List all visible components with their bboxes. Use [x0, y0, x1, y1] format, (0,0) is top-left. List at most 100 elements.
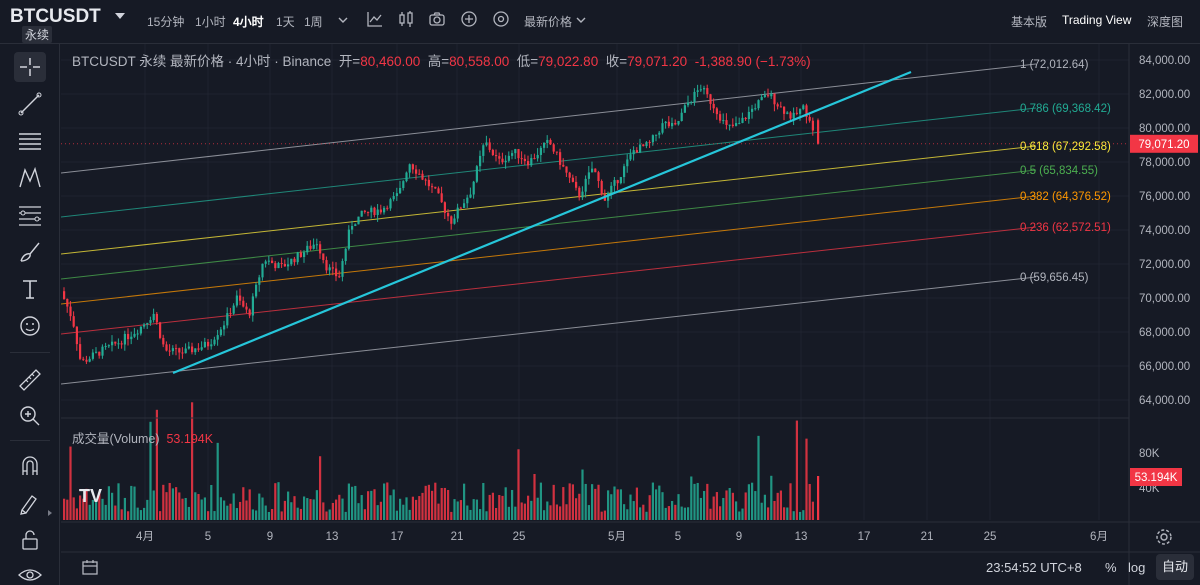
- current-price-label: 79,071.20: [1138, 139, 1189, 151]
- candle-body: [741, 117, 744, 123]
- clock[interactable]: 23:54:52 UTC+8: [986, 560, 1082, 575]
- ruler-icon[interactable]: [14, 364, 46, 394]
- fib-tool-icon[interactable]: [14, 200, 46, 230]
- candle-body: [322, 253, 325, 261]
- trendline-tool-icon[interactable]: [14, 89, 46, 119]
- volume-bar: [539, 482, 542, 520]
- candle-body: [405, 172, 408, 182]
- date-range-icon[interactable]: [80, 557, 100, 577]
- chart-area[interactable]: 1 (72,012.64) 0.786 (69,368.42) 0.618 (67,…: [60, 44, 1200, 585]
- volume-bar: [511, 489, 514, 520]
- volume-bar: [82, 498, 85, 520]
- time-tick: 4月: [136, 531, 154, 543]
- candle-body: [271, 260, 274, 264]
- time-tick: 13: [326, 531, 339, 543]
- mode-depth[interactable]: 深度图: [1147, 15, 1184, 29]
- candle-body: [661, 123, 664, 133]
- percent-toggle[interactable]: %: [1105, 560, 1117, 575]
- text-tool-icon[interactable]: [14, 274, 46, 304]
- price-type-select[interactable]: 最新价格: [524, 15, 573, 29]
- magnet-icon[interactable]: [14, 451, 46, 481]
- candle-body: [226, 313, 229, 326]
- chart-canvas[interactable]: 1 (72,012.64) 0.786 (69,368.42) 0.618 (67,…: [60, 44, 1200, 585]
- crosshair-icon[interactable]: [14, 52, 46, 82]
- volume-bar: [485, 511, 488, 520]
- candle-body: [293, 258, 296, 263]
- candle-body: [693, 91, 696, 103]
- candle-body: [133, 333, 136, 337]
- candle-body: [239, 295, 242, 301]
- candle-body: [383, 207, 386, 213]
- volume-legend: 成交量(Volume) 53.194K: [72, 428, 213, 447]
- candle-body: [187, 346, 190, 349]
- candle-body: [274, 263, 277, 269]
- volume-bar: [738, 511, 741, 520]
- volume-bar: [549, 505, 552, 520]
- price-tick: 66,000.00: [1139, 361, 1190, 373]
- zoom-in-icon[interactable]: [14, 401, 46, 431]
- volume-bar: [587, 505, 590, 520]
- add-icon[interactable]: [460, 10, 478, 28]
- volume-bar: [421, 492, 424, 520]
- timeframe-1h[interactable]: 1小时: [195, 15, 226, 29]
- timeframe-1w[interactable]: 1周: [304, 15, 323, 29]
- chart-type-icon[interactable]: [366, 10, 384, 28]
- chart-settings-icon[interactable]: [1154, 527, 1174, 547]
- timeframe-1d[interactable]: 1天: [276, 15, 295, 29]
- brush-icon[interactable]: [14, 237, 46, 267]
- volume-bar: [117, 483, 120, 520]
- mode-basic[interactable]: 基本版: [1011, 15, 1048, 29]
- volume-bar: [690, 476, 693, 520]
- volume-bar: [607, 490, 610, 520]
- fib-channel[interactable]: 1 (72,012.64) 0.786 (69,368.42) 0.618 (67,…: [60, 59, 1111, 385]
- volume-bar: [347, 483, 350, 520]
- candle-body: [376, 209, 379, 216]
- candle-body: [805, 105, 808, 117]
- settings-icon[interactable]: [492, 10, 510, 28]
- pattern-tool-icon[interactable]: [14, 163, 46, 193]
- candle-body: [175, 348, 178, 350]
- symbol-name[interactable]: BTCUSDT: [10, 6, 101, 27]
- volume-bar: [232, 493, 235, 520]
- volume-bar: [107, 486, 110, 520]
- emoji-icon[interactable]: [14, 311, 46, 341]
- volume-bar: [290, 502, 293, 520]
- fib-level-label: 0.786 (69,368.42): [1020, 103, 1111, 115]
- volume-bar: [143, 507, 146, 520]
- horizontal-lines-icon[interactable]: [14, 126, 46, 156]
- symbol-dropdown-icon[interactable]: [115, 13, 125, 19]
- volume-bar: [543, 510, 546, 520]
- volume-bar: [363, 509, 366, 520]
- draw-mode-expand-icon[interactable]: [48, 510, 52, 516]
- price-tick: 82,000.00: [1139, 89, 1190, 101]
- timeframe-4h[interactable]: 4小时: [233, 15, 264, 29]
- candle-body: [280, 263, 283, 265]
- timeframe-dropdown-icon[interactable]: [337, 13, 349, 25]
- candle-body: [706, 88, 709, 95]
- auto-scale-button[interactable]: 自动: [1156, 554, 1194, 580]
- volume-bar: [408, 509, 411, 520]
- log-toggle[interactable]: log: [1128, 560, 1146, 575]
- camera-icon[interactable]: [428, 10, 446, 28]
- timeframe-15m[interactable]: 15分钟: [147, 15, 185, 29]
- visibility-icon[interactable]: [14, 560, 46, 585]
- draw-mode-icon[interactable]: [14, 488, 46, 518]
- candle-body: [475, 166, 478, 182]
- mode-tradingview[interactable]: Trading View: [1062, 13, 1132, 27]
- volume-bar: [184, 497, 187, 520]
- candle-body: [331, 267, 334, 269]
- volume-bar: [178, 492, 181, 520]
- legend-high: 80,558.00: [449, 54, 510, 69]
- fib-level-label: 1 (72,012.64): [1020, 59, 1089, 71]
- price-type-dropdown-icon[interactable]: [575, 13, 587, 25]
- volume-bar: [357, 503, 360, 520]
- candle-body: [751, 108, 754, 112]
- volume-bar: [287, 491, 290, 520]
- lock-icon[interactable]: [14, 525, 46, 555]
- volume-bar: [722, 497, 725, 520]
- candle-body: [639, 144, 642, 153]
- candle-body: [171, 348, 174, 352]
- indicators-icon[interactable]: [397, 10, 415, 28]
- volume-bar: [171, 488, 174, 520]
- trendline[interactable]: [172, 70, 912, 375]
